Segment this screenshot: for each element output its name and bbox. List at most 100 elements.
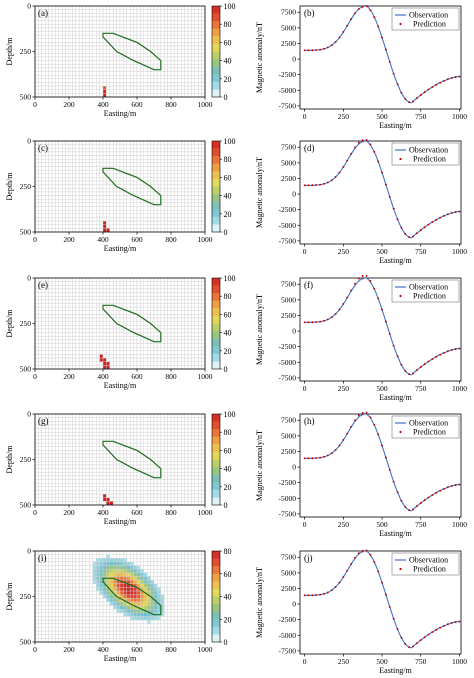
heat-cell (82, 56, 87, 61)
heat-cell (45, 497, 49, 502)
heat-cell (140, 435, 144, 440)
heat-cell (116, 424, 121, 429)
heat-cell (99, 188, 104, 193)
heat-cell (177, 336, 182, 341)
x-axis-label: Easting/m (379, 121, 412, 130)
prediction-point (388, 332, 391, 335)
heat-cell (109, 486, 114, 491)
heat-cell (194, 314, 199, 319)
heat-cell (150, 24, 155, 29)
heat-cell (99, 45, 104, 50)
heat-cell (153, 140, 158, 145)
heat-cell (51, 361, 56, 366)
heat-cell (119, 350, 124, 355)
heat-cell (150, 34, 155, 39)
heat-cell (143, 173, 148, 178)
heat-cell (82, 464, 87, 469)
heat-cell (163, 158, 168, 164)
heat-cell (119, 184, 124, 189)
heat-cell (160, 292, 165, 297)
heat-cell (34, 173, 39, 178)
heat-cell (191, 78, 195, 83)
heat-cell (123, 424, 128, 429)
heat-cell (187, 93, 192, 98)
heat-cell (58, 206, 63, 211)
heat-cell (146, 439, 151, 444)
heat-cell (153, 281, 158, 286)
heat-cell (177, 151, 182, 156)
heat-cell (75, 446, 80, 451)
heat-cell (184, 343, 189, 348)
heat-cell (95, 78, 100, 83)
heat-cell (99, 151, 104, 156)
heat-cell (143, 27, 148, 32)
heat-cell (72, 195, 77, 200)
heat-cell (153, 228, 158, 233)
heat-cell (116, 361, 121, 366)
heat-cell (65, 346, 70, 352)
heat-cell (194, 20, 199, 25)
heat-cell (170, 173, 175, 178)
heat-cell (85, 361, 90, 366)
heat-cell (51, 450, 56, 455)
heat-cell (58, 74, 63, 80)
heat-cell (136, 199, 141, 204)
heat-cell (129, 16, 134, 21)
heat-cell (95, 173, 100, 178)
heat-cell (58, 461, 63, 466)
heat-cell (146, 314, 151, 319)
x-tick-label: 0 (303, 247, 307, 256)
heat-cell (150, 306, 155, 311)
heat-cell (99, 78, 104, 83)
heat-cell (184, 42, 189, 47)
prediction-point (342, 31, 345, 33)
heat-cell (109, 442, 114, 447)
heat-cell (126, 350, 131, 355)
heat-cell (180, 13, 185, 18)
heat-cell (126, 162, 131, 167)
heat-cell (170, 191, 175, 196)
heat-cell (38, 169, 43, 174)
heat-cell (78, 148, 83, 153)
heat-cell (92, 162, 97, 167)
heat-cell (119, 42, 124, 47)
heat-cell (38, 213, 43, 218)
heat-cell (41, 158, 46, 164)
heat-cell (160, 277, 165, 282)
heat-cell (174, 140, 178, 145)
heat-cell (119, 45, 124, 50)
heat-cell (153, 277, 158, 282)
heat-cell (51, 432, 56, 437)
heat-cell (129, 60, 134, 65)
heat-cell (184, 199, 189, 204)
heat-cell (75, 424, 80, 429)
heat-cell (51, 306, 56, 311)
heat-cell (116, 486, 121, 491)
heat-cell (92, 224, 97, 229)
heat-cell (197, 177, 202, 182)
heat-cell (160, 27, 165, 32)
heat-cell (126, 67, 131, 72)
heat-cell (75, 453, 80, 458)
heat-cell (129, 296, 134, 301)
heat-cell (95, 292, 100, 297)
heat-cell (41, 339, 46, 344)
heat-cell (160, 224, 165, 229)
heat-cell (102, 60, 107, 65)
heat-cell (153, 13, 158, 18)
heat-cell (41, 464, 46, 469)
heat-cell (177, 166, 182, 171)
heat-cell (45, 166, 49, 171)
heat-cell (41, 321, 46, 326)
heat-cell (201, 56, 206, 61)
heat-cell (99, 224, 104, 229)
heat-cell (95, 446, 100, 451)
heat-cell (116, 332, 121, 337)
heat-cell (51, 166, 56, 171)
heat-cell (187, 361, 192, 366)
heat-cell (99, 464, 104, 469)
heat-cell (146, 173, 151, 178)
heat-cell (34, 199, 39, 204)
heat-cell (45, 60, 49, 65)
heat-cell (133, 71, 138, 76)
